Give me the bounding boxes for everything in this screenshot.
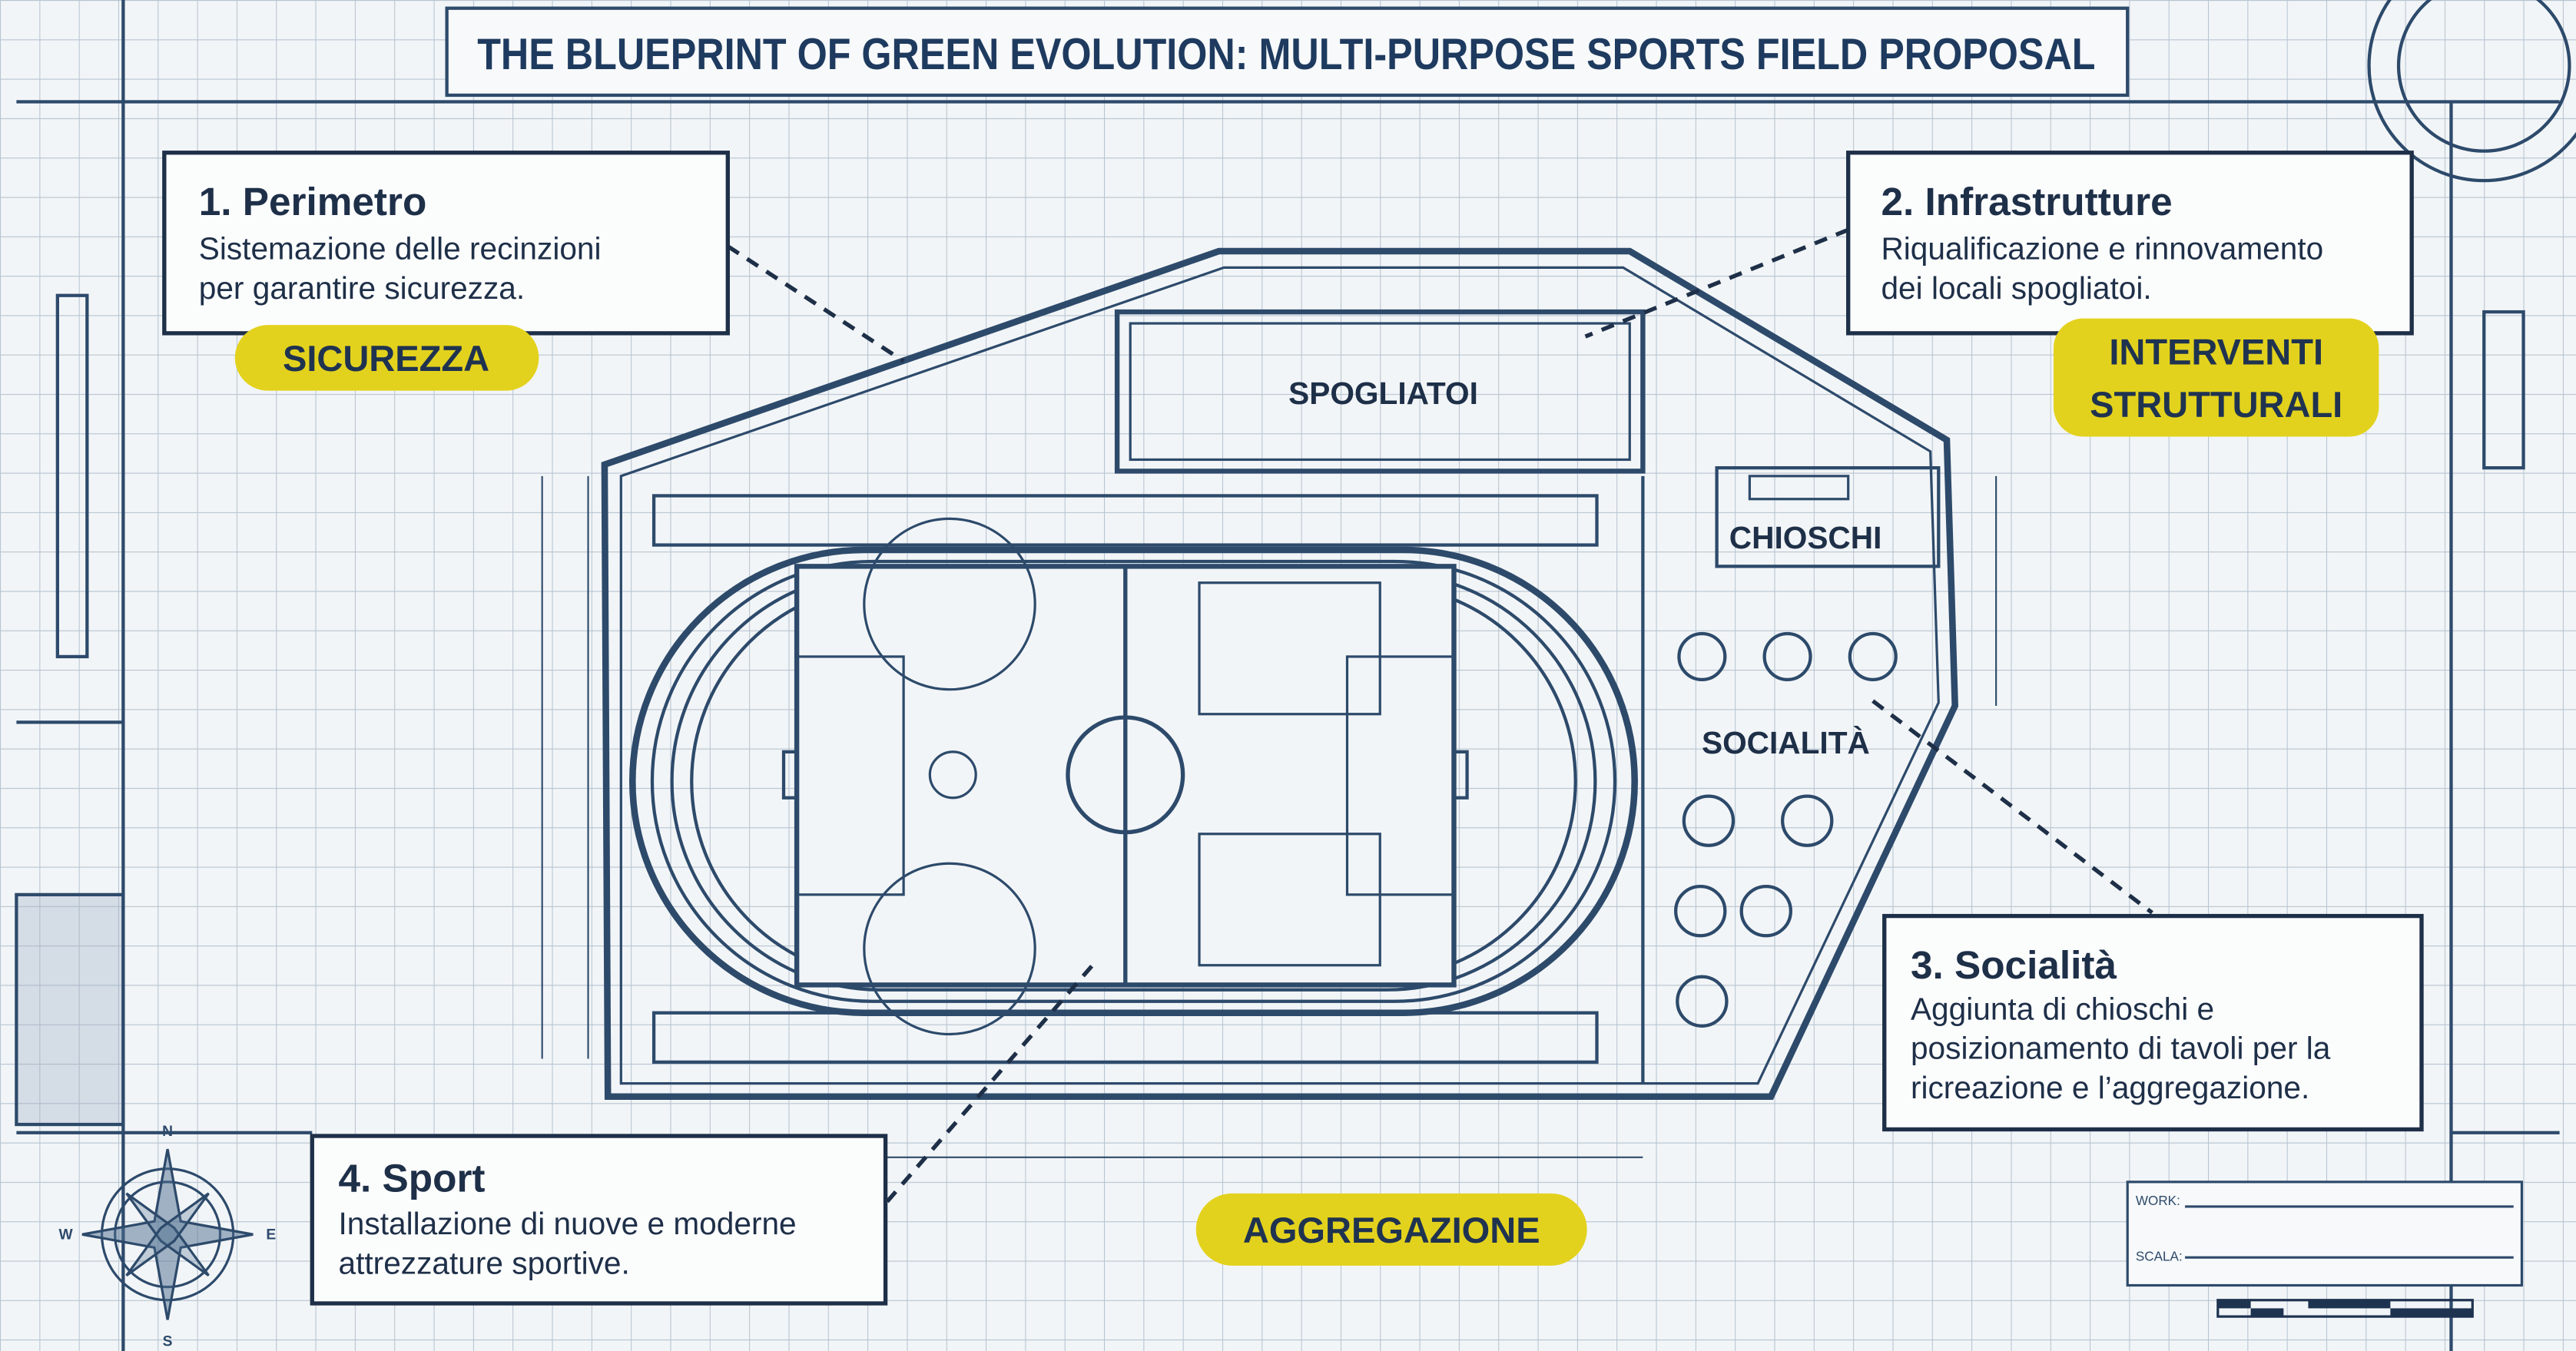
compass-label: S: [163, 1334, 173, 1350]
callout-title: 1. Perimetro: [199, 180, 427, 224]
badge-text: INTERVENTI: [2109, 331, 2323, 372]
callout-text: Installazione di nuove e moderne: [339, 1206, 797, 1241]
callout-title: 3. Socialità: [1911, 943, 2117, 987]
compass-label: E: [266, 1227, 276, 1243]
area-label: SOCIALITÀ: [1702, 725, 1870, 760]
badge-text: STRUTTURALI: [2090, 384, 2342, 425]
title-block-label: SCALA:: [2136, 1249, 2183, 1263]
blueprint: THE BLUEPRINT OF GREEN EVOLUTION: MULTI-…: [0, 0, 2576, 1351]
callout-text: Sistemazione delle recinzioni: [199, 231, 602, 267]
title: THE BLUEPRINT OF GREEN EVOLUTION: MULTI-…: [477, 30, 2095, 79]
callout-title: 2. Infrastrutture: [1881, 180, 2172, 224]
callout-text: per garantire sicurezza.: [199, 270, 525, 306]
compass-label: N: [162, 1124, 173, 1140]
callout-text: Aggiunta di chioschi e: [1911, 991, 2214, 1026]
callout-text: attrezzature sportive.: [339, 1246, 630, 1281]
badge-text: AGGREGAZIONE: [1243, 1210, 1540, 1250]
scale-bar-part: [2390, 1308, 2472, 1316]
area-label: SPOGLIATOI: [1288, 376, 1478, 411]
scale-bar-part: [2218, 1300, 2251, 1309]
compass-label: W: [58, 1227, 73, 1243]
page: Blueprint {"title": "THE BLUEPRINT OF GR…: [0, 0, 2576, 1351]
scale-bar-part: [2308, 1300, 2390, 1309]
body: THE BLUEPRINT OF GREEN EVOLUTION: MULTI-…: [0, 0, 2576, 1351]
callout-text: ricreazione e l’aggregazione.: [1911, 1070, 2309, 1105]
badge-text: SICUREZZA: [283, 338, 489, 379]
callout-title: 4. Sport: [339, 1157, 486, 1200]
callout-text: posizionamento di tavoli per la: [1911, 1031, 2331, 1066]
title-block: [2127, 1182, 2521, 1286]
frame-decor-part: [16, 895, 123, 1124]
title-block-label: WORK:: [2136, 1194, 2180, 1208]
title-block-part: [2127, 1182, 2521, 1286]
area-label: CHIOSCHI: [1729, 520, 1882, 555]
scale-bar-part: [2251, 1308, 2284, 1316]
callout-text: dei locali spogliatoi.: [1881, 270, 2151, 306]
callout-text: Riqualificazione e rinnovamento: [1881, 231, 2323, 267]
